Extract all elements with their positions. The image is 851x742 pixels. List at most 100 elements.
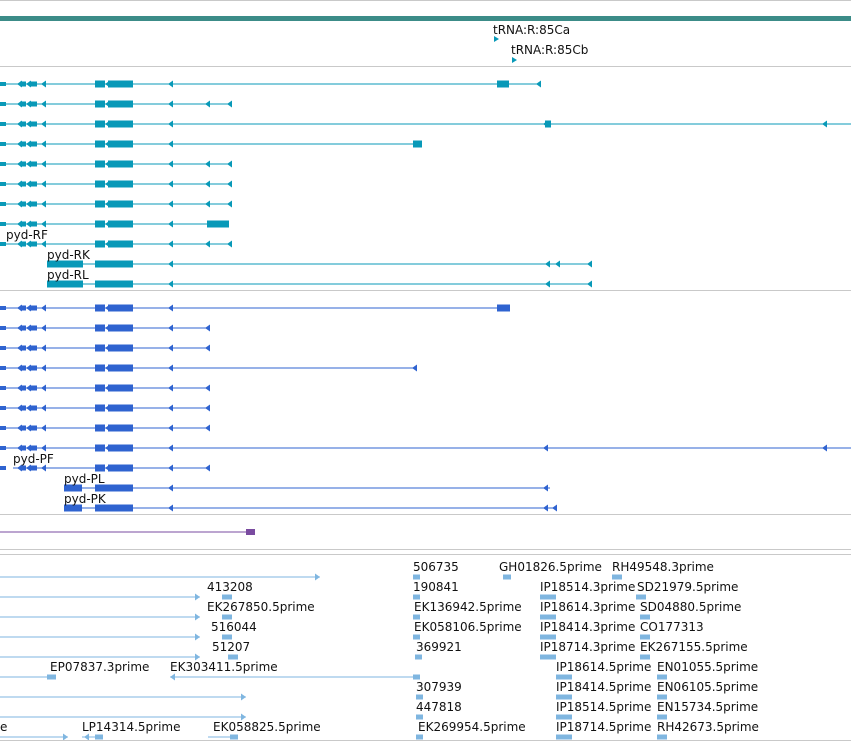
est-label[interactable]: EK269954.5prime <box>418 720 526 734</box>
est-label[interactable]: IP18614.3prime <box>540 600 636 614</box>
strand-arrow <box>168 180 173 188</box>
exon <box>20 141 26 147</box>
est-label[interactable]: GH01826.5prime <box>499 560 602 574</box>
strand-arrow <box>555 260 560 268</box>
exon <box>20 325 26 331</box>
strand-arrow <box>227 200 232 208</box>
exon <box>95 504 133 512</box>
est-label[interactable]: IP18614.5prime <box>556 660 652 674</box>
exon <box>497 304 510 312</box>
est-label[interactable]: IP18714.3prime <box>540 640 636 654</box>
strand-arrow <box>105 444 110 452</box>
strand-arrow <box>41 140 46 148</box>
strand-arrow <box>205 100 210 108</box>
est-label[interactable]: EK267155.5prime <box>640 640 748 654</box>
est-label[interactable]: EP07837.3prime <box>50 660 150 674</box>
est-label[interactable]: RH49548.3prime <box>612 560 714 574</box>
est-label[interactable]: SD21979.5prime <box>637 580 739 594</box>
est-label[interactable]: IP18414.5prime <box>556 680 652 694</box>
est-label[interactable]: IP18414.3prime <box>540 620 636 634</box>
track-divider-2 <box>0 290 851 291</box>
strand-arrow <box>168 220 173 228</box>
est-block <box>413 634 420 640</box>
transcript-label-pf[interactable]: pyd-PF <box>13 452 54 466</box>
est-label[interactable]: EN06105.5prime <box>657 680 759 694</box>
exon <box>0 222 6 226</box>
exon <box>108 424 133 432</box>
est-label[interactable]: EK267850.5prime <box>207 600 315 614</box>
est-label[interactable]: EK058825.5prime <box>213 720 321 734</box>
est-label[interactable]: 51207 <box>212 640 251 654</box>
trna-label-a[interactable]: tRNA:R:85Ca <box>493 23 571 37</box>
est-label[interactable]: EK136942.5prime <box>414 600 522 614</box>
est-label[interactable]: CO177313 <box>640 620 704 634</box>
exon <box>20 101 26 107</box>
est-label[interactable]: IP18714.5prime <box>556 720 652 734</box>
exon <box>108 344 133 352</box>
transcript-label-rf[interactable]: pyd-RF <box>6 228 48 242</box>
est-label[interactable]: EK303411.5prime <box>170 660 278 674</box>
strand-arrow <box>195 653 200 661</box>
strand-arrow <box>168 364 173 372</box>
exon <box>0 386 6 390</box>
exon <box>29 305 37 311</box>
bottom-border <box>0 740 851 741</box>
est-label[interactable]: RH42673.5prime <box>657 720 759 734</box>
est-block <box>636 594 646 600</box>
strand-arrow <box>95 464 100 472</box>
exon <box>413 140 422 148</box>
strand-arrow <box>168 240 173 248</box>
strand-arrow <box>241 713 246 721</box>
est-label[interactable]: 447818 <box>416 700 462 714</box>
exon <box>20 221 26 227</box>
transcript-label-rk[interactable]: pyd-RK <box>47 248 90 262</box>
trna-glyph-a <box>494 36 499 42</box>
exon <box>20 385 26 391</box>
strand-arrow <box>105 80 110 88</box>
est-block <box>540 594 556 600</box>
strand-arrow <box>41 444 46 452</box>
strand-arrow <box>41 404 46 412</box>
est-block <box>222 634 232 640</box>
est-label[interactable]: 307939 <box>416 680 462 694</box>
exon <box>20 241 26 247</box>
transcript-label-pk[interactable]: pyd-PK <box>64 492 106 506</box>
exon <box>108 324 133 332</box>
strand-arrow <box>587 280 592 288</box>
est-label[interactable]: IP18514.5prime <box>556 700 652 714</box>
est-label[interactable]: 413208 <box>207 580 253 594</box>
exon <box>0 142 6 146</box>
est-label[interactable]: IP18514.3prime <box>540 580 636 594</box>
est-label[interactable]: 516044 <box>211 620 257 634</box>
transcript-label-pl[interactable]: pyd-PL <box>64 472 105 486</box>
est-label[interactable]: 369921 <box>416 640 462 654</box>
est-label[interactable]: EK058106.5prime <box>414 620 522 634</box>
est-label[interactable]: EN15734.5prime <box>657 700 759 714</box>
exon <box>108 220 133 228</box>
strand-arrow <box>168 504 173 512</box>
exon <box>0 466 6 470</box>
est-label[interactable]: 506735 <box>413 560 459 574</box>
est-label[interactable]: 190841 <box>413 580 459 594</box>
est-block <box>416 734 423 740</box>
est-block <box>416 714 423 720</box>
exon <box>0 426 6 430</box>
strand-arrow <box>241 693 246 701</box>
est-label[interactable]: SD04880.5prime <box>640 600 742 614</box>
est-block <box>540 614 556 620</box>
strand-arrow <box>41 364 46 372</box>
strand-arrow <box>41 100 46 108</box>
exon <box>29 201 37 207</box>
est-label[interactable]: e <box>0 720 8 734</box>
est-label[interactable]: LP14314.5prime <box>82 720 181 734</box>
strand-arrow <box>552 504 557 512</box>
region-bar[interactable] <box>0 16 851 21</box>
est-block <box>556 714 572 720</box>
est-block <box>556 734 572 740</box>
transcript-label-rl[interactable]: pyd-RL <box>47 268 89 282</box>
strand-arrow <box>412 364 417 372</box>
trna-label-b[interactable]: tRNA:R:85Cb <box>511 43 589 57</box>
est-label[interactable]: EN01055.5prime <box>657 660 759 674</box>
